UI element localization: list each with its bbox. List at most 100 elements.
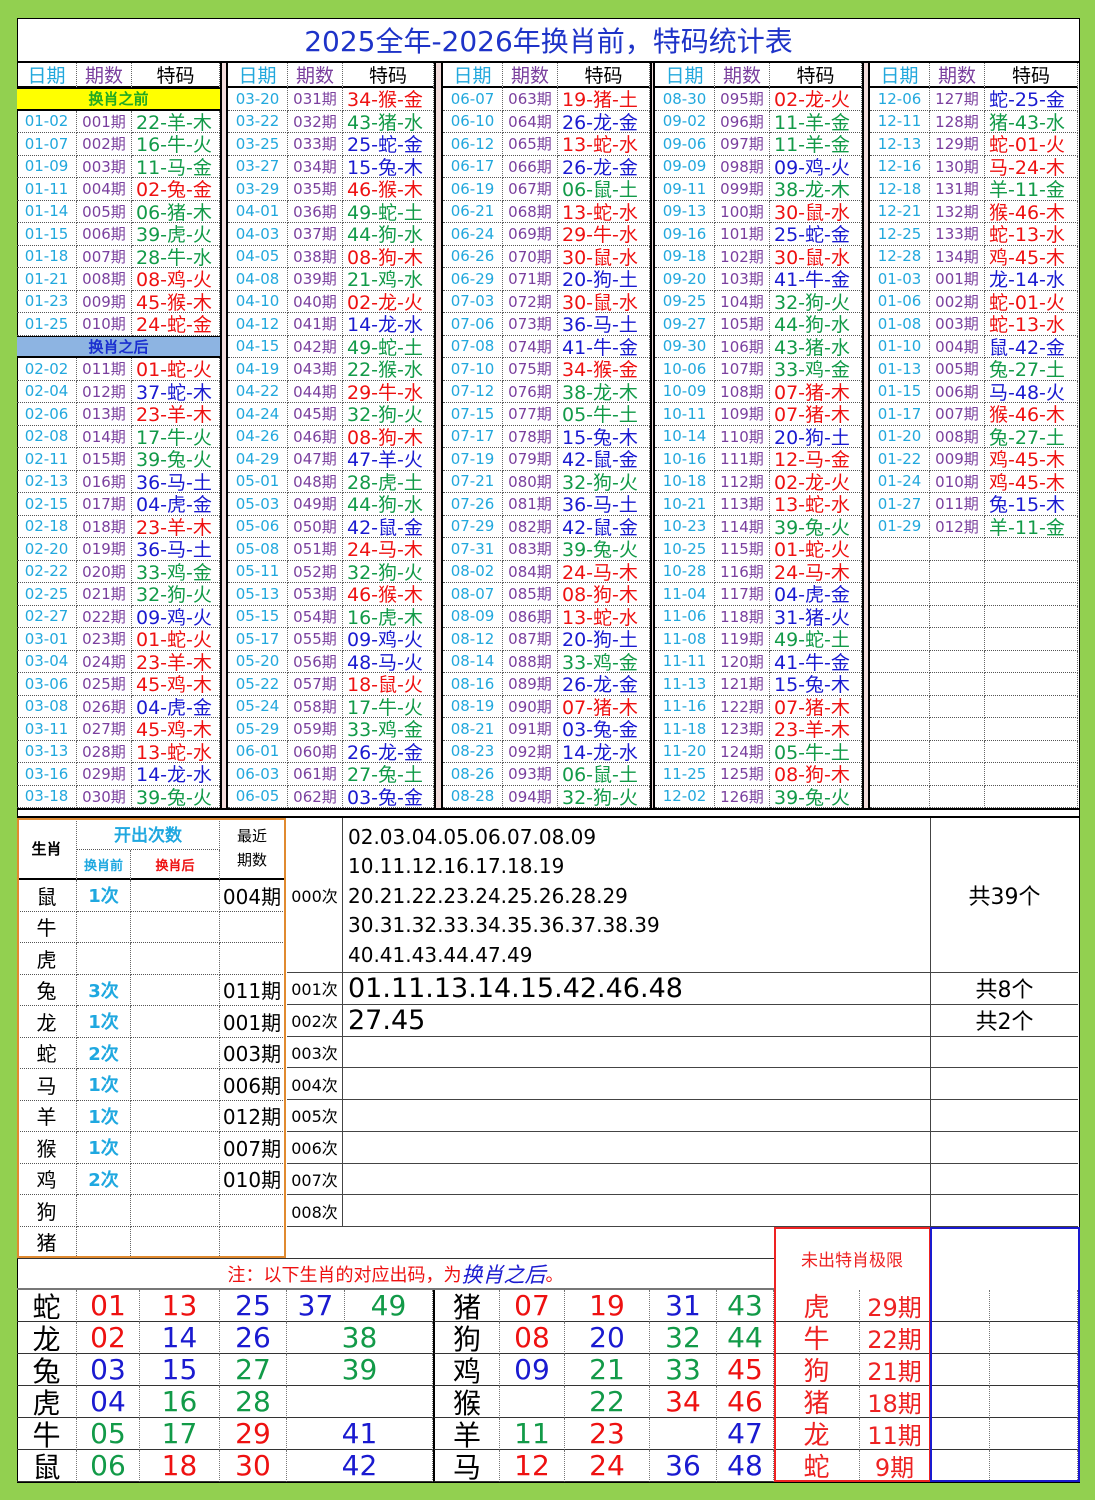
stat-zodiac: 龙: [17, 1006, 77, 1038]
stat-zodiac: 狗: [17, 1195, 77, 1227]
draw-date: 10-23: [655, 515, 715, 538]
draw-date: 04-03: [228, 223, 288, 246]
draw-date: 01-29: [870, 515, 930, 538]
header-date: 日期: [17, 63, 77, 88]
draw-period: 134期: [930, 245, 985, 268]
special-code: 26-龙-金: [343, 740, 434, 763]
draw-period: 090期: [503, 695, 558, 718]
stat-zodiac: 马: [17, 1069, 77, 1101]
empty-cell: [930, 560, 985, 583]
map-number: [650, 1418, 717, 1450]
draw-period: 014期: [77, 425, 132, 448]
draw-date: 01-06: [870, 290, 930, 313]
freq-label: 006次: [287, 1131, 343, 1164]
map-number: 18: [140, 1450, 220, 1482]
draw-date: 07-12: [443, 380, 503, 403]
special-code: 31-猪-火: [770, 605, 862, 628]
draw-period: 008期: [930, 425, 985, 448]
draw-period: 111期: [715, 448, 770, 471]
map-number: 43: [717, 1290, 774, 1322]
draw-date: 01-18: [17, 245, 77, 268]
special-code: 39-虎-火: [132, 223, 220, 246]
stat-recent: 010期: [220, 1163, 285, 1195]
special-code: 34-猴-金: [558, 358, 650, 381]
table-divider: [17, 808, 1080, 818]
draw-date: 10-18: [655, 470, 715, 493]
draw-date: 01-21: [17, 268, 77, 291]
draw-date: 11-20: [655, 740, 715, 763]
draw-date: 09-20: [655, 268, 715, 291]
special-code: 11-马-金: [132, 155, 220, 178]
map-zodiac: 羊: [433, 1418, 500, 1450]
draw-date: 09-13: [655, 200, 715, 223]
draw-period: 013期: [77, 403, 132, 426]
special-code: 24-马-木: [343, 538, 434, 561]
draw-date: 01-10: [870, 335, 930, 358]
header-code: 特码: [132, 63, 220, 88]
special-code: 04-虎-金: [132, 493, 220, 516]
draw-period: 031期: [288, 88, 343, 111]
draw-date: 07-08: [443, 335, 503, 358]
map-number: 36: [650, 1450, 717, 1482]
special-code: 41-牛-金: [558, 335, 650, 358]
draw-period: 001期: [930, 268, 985, 291]
stat-before: 1次: [77, 1100, 131, 1132]
draw-date: 10-11: [655, 403, 715, 426]
map-number: 12: [500, 1450, 565, 1482]
draw-date: 02-02: [17, 358, 77, 381]
special-code: 49-蛇-土: [770, 628, 862, 651]
draw-period: 130期: [930, 155, 985, 178]
draw-period: 051期: [288, 538, 343, 561]
header-period: 期数: [503, 63, 558, 88]
block-separator: [434, 63, 443, 808]
special-code: 38-龙-木: [770, 178, 862, 201]
draw-period: 095期: [715, 88, 770, 111]
empty-cell: [985, 538, 1078, 561]
special-code: 15-兔-木: [343, 155, 434, 178]
draw-period: 025期: [77, 673, 132, 696]
freq-label: 003次: [287, 1036, 343, 1069]
special-code: 41-牛-金: [770, 650, 862, 673]
draw-date: 12-21: [870, 200, 930, 223]
draw-period: 076期: [503, 380, 558, 403]
freq-total: [930, 1195, 1078, 1227]
map-number: 46: [717, 1386, 774, 1418]
draw-period: 004期: [77, 178, 132, 201]
draw-period: 012期: [930, 515, 985, 538]
draw-date: 11-08: [655, 628, 715, 651]
note: 注：以下生肖的对应出码，为 换肖之后。: [17, 1258, 774, 1290]
special-code: 猴-46-木: [985, 403, 1078, 426]
draw-period: 093期: [503, 763, 558, 786]
draw-date: 08-12: [443, 628, 503, 651]
draw-period: 077期: [503, 403, 558, 426]
draw-date: 06-10: [443, 110, 503, 133]
draw-period: 068期: [503, 200, 558, 223]
freq-numbers-line: 30.31.32.33.34.35.36.37.38.39: [348, 913, 660, 937]
map-number: 25: [220, 1290, 287, 1322]
draw-period: 058期: [288, 695, 343, 718]
map-number: 31: [650, 1290, 717, 1322]
empty-cell: [930, 695, 985, 718]
draw-period: 071期: [503, 268, 558, 291]
draw-period: 132期: [930, 200, 985, 223]
special-code: 45-鸡-木: [132, 718, 220, 741]
draw-date: 04-19: [228, 358, 288, 381]
draw-date: 08-21: [443, 718, 503, 741]
stat-before: 1次: [77, 1006, 131, 1038]
stat-zodiac: 羊: [17, 1100, 77, 1132]
special-code: 28-牛-水: [132, 245, 220, 268]
special-code: 22-猴-水: [343, 358, 434, 381]
map-number: [500, 1386, 565, 1418]
draw-period: 085期: [503, 583, 558, 606]
special-code: 33-鸡-金: [343, 718, 434, 741]
draw-period: 003期: [77, 155, 132, 178]
map-zodiac: 兔: [17, 1354, 77, 1386]
special-code: 03-兔-金: [558, 718, 650, 741]
stat-zodiac: 牛: [17, 911, 77, 943]
draw-period: 055期: [288, 628, 343, 651]
stat-before: 3次: [77, 974, 131, 1006]
draw-period: 060期: [288, 740, 343, 763]
special-code: 24-蛇-金: [132, 313, 220, 336]
empty-cell: [930, 718, 985, 741]
special-code: 24-马-木: [770, 560, 862, 583]
